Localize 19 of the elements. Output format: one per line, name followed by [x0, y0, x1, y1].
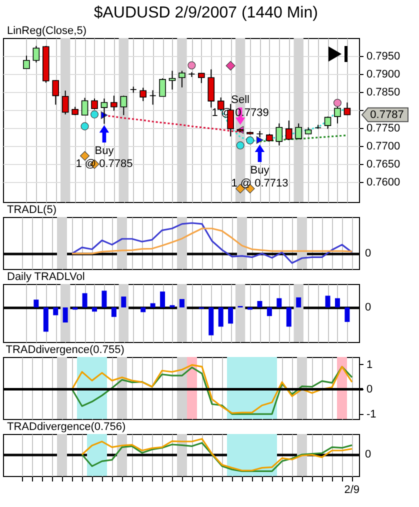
y-tick-label: 0.7750: [366, 122, 400, 135]
y-tick-label: 0: [366, 384, 373, 396]
chart-title: TRADdivergence(0.756): [7, 421, 126, 433]
chart-title: $AUDUSD 2/9/2007 (1440 Min): [94, 4, 318, 22]
y-tick-label: 0.7700: [366, 140, 400, 153]
chart-title: TRADdivergence(0.755): [6, 344, 124, 356]
y-tick-label: 0.7900: [366, 68, 400, 81]
y-tick-label: 0.7950: [366, 50, 400, 63]
text: 0.7787: [370, 108, 404, 121]
y-tick-label: 0.7650: [366, 158, 400, 171]
chart-subtitle: LinReg(Close,5): [7, 25, 86, 37]
chart-title: TRADL(5): [7, 204, 57, 216]
data-label: Buy 1 @ 0.7713: [231, 164, 288, 190]
chart-title: Daily TRADLVol: [7, 271, 85, 283]
y-tick-label: 0.7600: [366, 176, 400, 189]
y-tick-label: -1: [366, 408, 376, 421]
y-tick-label: 1: [366, 358, 373, 371]
x-axis-title: 2/9: [344, 484, 360, 496]
y-tick-label: 0.7850: [366, 86, 400, 99]
